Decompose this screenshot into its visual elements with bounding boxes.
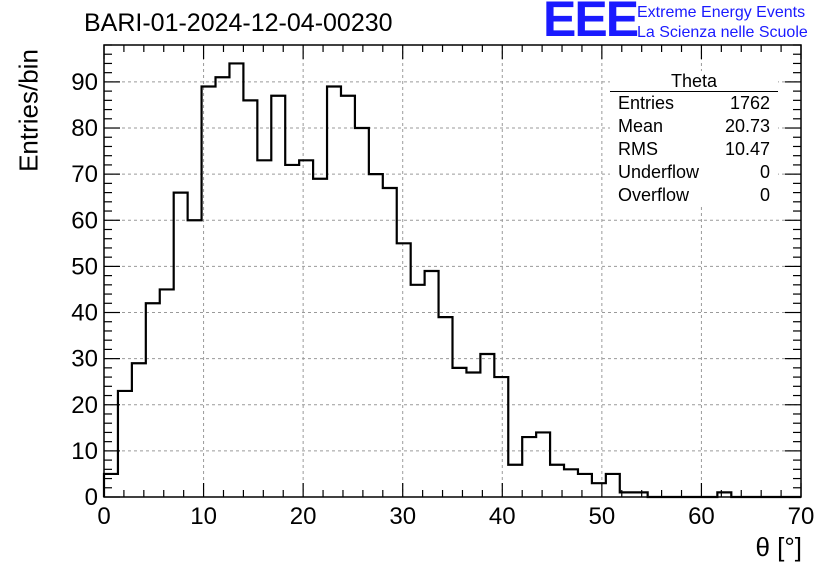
stats-value: 0	[759, 185, 770, 205]
histogram-bin	[216, 77, 230, 497]
x-tick-label: 20	[290, 503, 317, 530]
plot-frame	[103, 44, 802, 498]
histogram-bin	[606, 474, 620, 497]
y-tick-label: 90	[71, 69, 98, 96]
histogram-bin	[411, 285, 425, 497]
y-tick-label: 10	[71, 438, 98, 465]
x-tick-label: 10	[190, 503, 217, 530]
histogram-bin	[592, 483, 606, 497]
histogram-bin	[271, 96, 285, 497]
x-tick-label: 0	[97, 503, 110, 530]
histogram-bin	[341, 96, 355, 497]
y-tick-label: 40	[71, 300, 98, 327]
stats-row-rms: RMS 10.47	[610, 138, 778, 161]
histogram-bin	[313, 179, 327, 497]
stats-value: 10.47	[724, 139, 770, 159]
stats-row-entries: Entries 1762	[610, 92, 778, 115]
x-tick-label: 40	[489, 503, 516, 530]
histogram-bin	[383, 188, 397, 497]
histogram-bin	[257, 160, 271, 497]
stats-label: Entries	[618, 93, 675, 113]
histogram-bin	[285, 165, 299, 497]
histogram-bin	[480, 354, 494, 497]
histogram-bin	[508, 465, 522, 497]
histogram-bin	[453, 368, 467, 497]
x-tick-label: 60	[688, 503, 715, 530]
eee-logo: EEE	[543, 0, 639, 47]
histogram-bin	[229, 63, 243, 497]
histogram-bin	[536, 432, 550, 497]
y-tick-label: 0	[85, 484, 98, 511]
y-tick-label: 20	[71, 392, 98, 419]
histogram-bin	[369, 174, 383, 497]
stats-label: Mean	[618, 116, 664, 136]
logo-caption-line1: Extreme Energy Events	[637, 4, 806, 21]
histogram-bin	[466, 372, 480, 497]
histogram-bin	[355, 128, 369, 497]
x-axis-label: θ [°]	[755, 532, 802, 562]
stats-value: 0	[759, 162, 770, 182]
stats-row-mean: Mean 20.73	[610, 115, 778, 138]
y-tick-label: 60	[71, 207, 98, 234]
stats-label: Underflow	[618, 162, 700, 182]
stats-box: Theta Entries 1762 Mean 20.73 RMS 10.47 …	[610, 71, 778, 207]
histogram-bin	[564, 469, 578, 497]
run-title: BARI-01-2024-12-04-00230	[84, 9, 393, 37]
histogram-bin	[299, 160, 313, 497]
x-tick-label: 30	[389, 503, 416, 530]
y-tick-label: 70	[71, 161, 98, 188]
histogram-bin	[578, 474, 592, 497]
stats-label: Overflow	[618, 185, 690, 205]
stats-value: 1762	[729, 93, 770, 113]
y-axis-label: Entries/bin	[13, 49, 44, 172]
histogram-bin	[202, 87, 216, 497]
x-tick-label: 50	[589, 503, 616, 530]
histogram-bin	[397, 243, 411, 497]
histogram-bin	[243, 100, 257, 497]
histogram-series	[102, 62, 801, 499]
y-tick-label: 50	[71, 253, 98, 280]
stats-title: Theta	[610, 71, 778, 92]
histogram-bin	[494, 377, 508, 497]
histogram-bin	[146, 303, 160, 497]
stats-value: 20.73	[724, 116, 770, 136]
stats-row-underflow: Underflow 0	[610, 161, 778, 184]
x-tick-label: 70	[788, 503, 815, 530]
histogram-bin	[188, 220, 202, 497]
histogram-bin	[118, 391, 132, 497]
logo-caption-line2: La Scienza nelle Scuole	[637, 24, 808, 41]
histogram-bin	[522, 437, 536, 497]
stats-row-overflow: Overflow 0	[610, 184, 778, 207]
histogram-bin	[132, 363, 146, 497]
stats-label: RMS	[618, 139, 658, 159]
histogram-bin	[425, 271, 439, 497]
y-tick-label: 80	[71, 115, 98, 142]
histogram-bin	[104, 474, 118, 497]
histogram-bin	[439, 317, 453, 497]
histogram-bin	[327, 87, 341, 497]
y-tick-label: 30	[71, 346, 98, 373]
histogram-bin	[174, 193, 188, 497]
histogram-bin	[160, 289, 174, 497]
